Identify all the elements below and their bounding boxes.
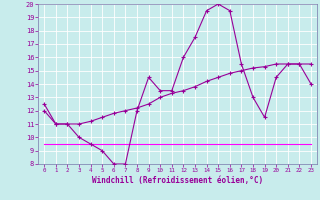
- X-axis label: Windchill (Refroidissement éolien,°C): Windchill (Refroidissement éolien,°C): [92, 176, 263, 185]
